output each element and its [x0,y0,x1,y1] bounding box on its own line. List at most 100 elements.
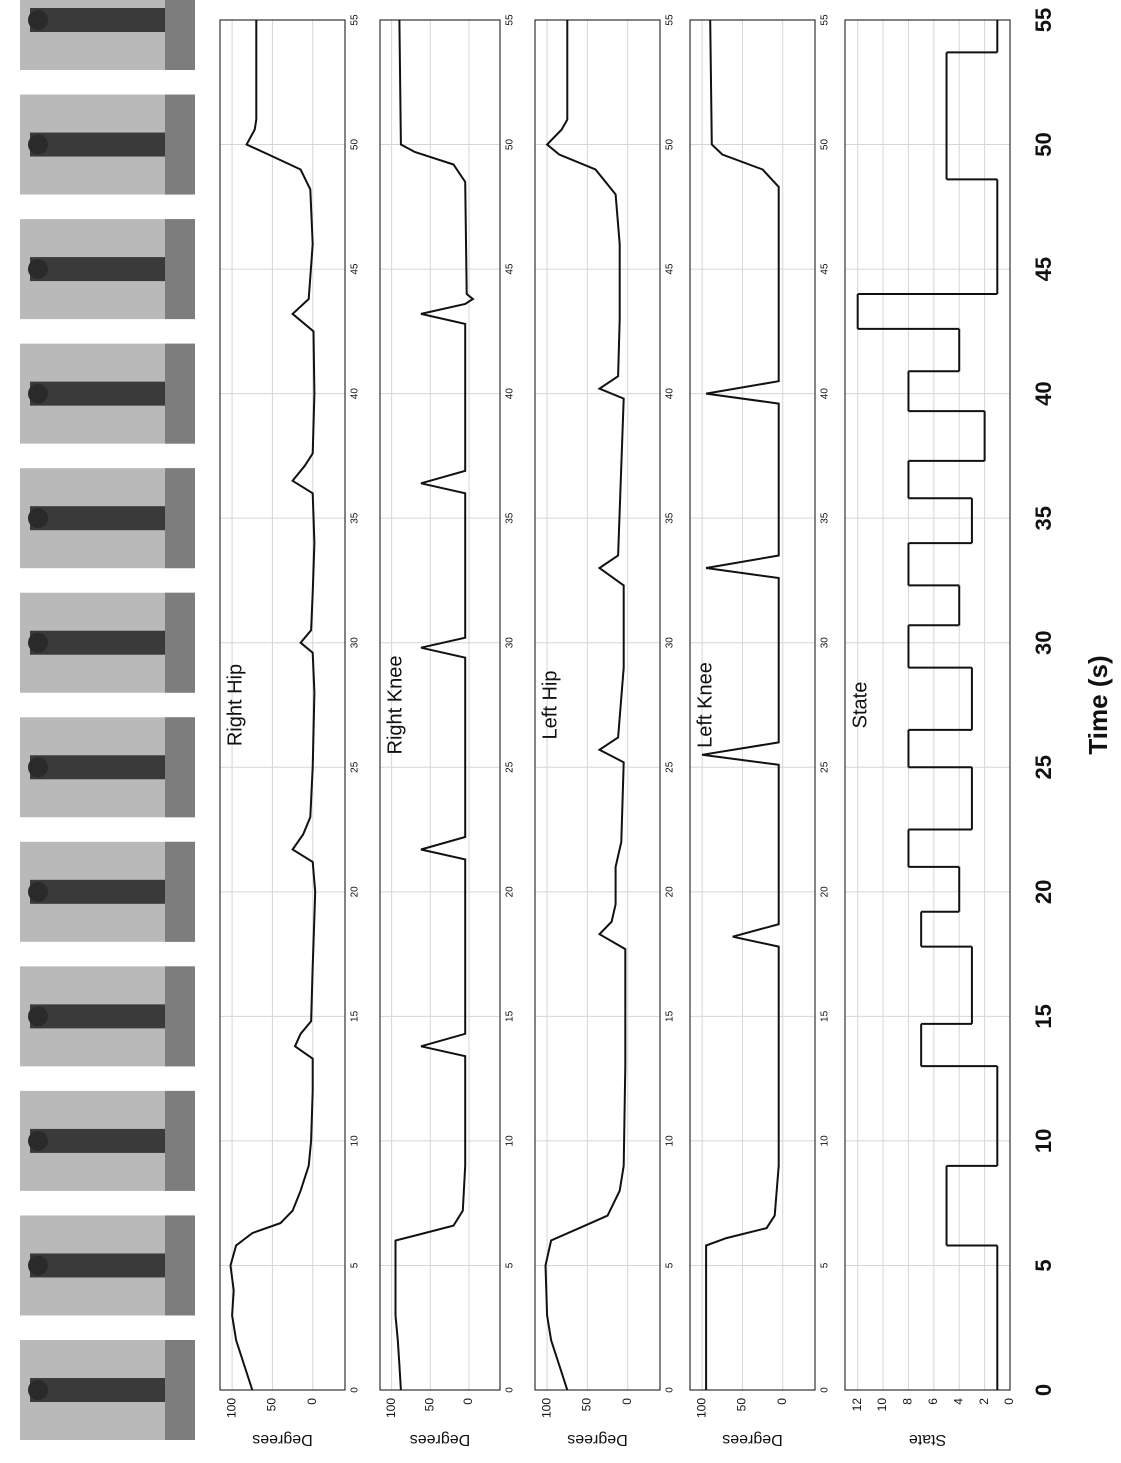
y-tick-label: 100 [539,1398,553,1418]
photo-head [28,633,48,653]
x-tick-label: 30 [665,637,676,649]
x-tick-label: 50 [505,139,516,151]
photo-figure [30,257,165,281]
x-tick-label: 40 [350,388,361,400]
photo-figure [30,880,165,904]
panel-title: Right Hip [224,664,246,746]
x-tick-label: 20 [665,886,676,898]
x-tick-label: 40 [665,388,676,400]
x-tick-label: 50 [350,139,361,151]
x-tick-label: 0 [505,1387,516,1393]
x-tick-label: 55 [1031,8,1056,32]
y-tick-label: 100 [384,1398,398,1418]
photo-head [28,1255,48,1275]
x-tick-label: 35 [665,512,676,524]
photo-head [28,757,48,777]
figure: 0510152025303540455055050100Right HipDeg… [0,0,1121,1463]
x-tick-label: 0 [820,1387,831,1393]
x-tick-label: 0 [1031,1384,1056,1396]
x-tick-label: 25 [350,761,361,773]
x-tick-label: 10 [1031,1129,1056,1153]
photo-head [28,384,48,404]
x-tick-label: 35 [1031,506,1056,530]
y-tick-label: 0 [775,1398,789,1405]
x-tick-label: 10 [820,1135,831,1147]
page: {"chart_data": [ {"type": "line", "title… [0,0,1121,1463]
photo-figure [30,755,165,779]
y-tick-label: 12 [850,1398,864,1412]
y-tick-label: 50 [735,1398,749,1412]
x-tick-label: 15 [505,1010,516,1022]
y-tick-label: 10 [875,1398,889,1412]
x-tick-label: 45 [665,263,676,275]
photo-figure [30,1253,165,1277]
photo-floor [165,966,195,1066]
photo-figure [30,1129,165,1153]
x-axis-label: Time (s) [1083,655,1113,754]
photo-figure [30,382,165,406]
photo-figure [30,133,165,157]
photo-floor [165,468,195,568]
x-tick-label: 15 [350,1010,361,1022]
y-tick-label: 50 [265,1398,279,1412]
y-axis-label: Degrees [410,1431,470,1448]
x-tick-label: 35 [350,512,361,524]
panel-title: Right Knee [384,656,406,755]
y-tick-label: 100 [224,1398,238,1418]
x-tick-label: 15 [1031,1004,1056,1028]
x-tick-label: 5 [505,1262,516,1268]
photo-head [28,1380,48,1400]
x-tick-label: 35 [505,512,516,524]
x-tick-label: 25 [505,761,516,773]
y-axis-label: Degrees [567,1431,627,1448]
x-tick-label: 30 [505,637,516,649]
x-tick-label: 20 [350,886,361,898]
photo-floor [165,1340,195,1440]
x-tick-label: 30 [350,637,361,649]
x-tick-label: 5 [820,1262,831,1268]
x-tick-label: 25 [1031,755,1056,779]
x-tick-label: 45 [1031,257,1056,281]
photo-figure [30,506,165,530]
x-tick-label: 45 [350,263,361,275]
photo-floor [165,344,195,444]
x-tick-label: 5 [665,1262,676,1268]
y-axis-label: State [909,1431,946,1448]
x-tick-label: 15 [820,1010,831,1022]
photo-floor [165,219,195,319]
y-tick-label: 50 [422,1398,436,1412]
x-tick-label: 40 [505,388,516,400]
x-tick-label: 0 [350,1387,361,1393]
x-tick-label: 40 [1031,381,1056,405]
photo-figure [30,1004,165,1028]
x-tick-label: 50 [665,139,676,151]
x-tick-label: 45 [505,263,516,275]
x-tick-label: 55 [505,14,516,26]
x-tick-label: 10 [665,1135,676,1147]
panel-title: Left Hip [539,671,561,740]
photo-figure [30,8,165,32]
y-tick-label: 6 [926,1398,940,1405]
x-tick-label: 30 [1031,630,1056,654]
x-tick-label: 45 [820,263,831,275]
x-tick-label: 10 [505,1135,516,1147]
photo-floor [165,842,195,942]
y-tick-label: 2 [977,1398,991,1405]
x-tick-label: 50 [1031,132,1056,156]
photo-head [28,135,48,155]
y-axis-label: Degrees [722,1431,782,1448]
photo-floor [165,0,195,70]
x-tick-label: 35 [820,512,831,524]
y-tick-label: 0 [461,1398,475,1405]
y-tick-label: 4 [951,1398,965,1405]
photo-floor [165,1215,195,1315]
photo-head [28,882,48,902]
y-tick-label: 0 [620,1398,634,1405]
x-tick-label: 20 [1031,880,1056,904]
y-tick-label: 100 [694,1398,708,1418]
x-tick-label: 5 [350,1262,361,1268]
x-tick-label: 5 [1031,1259,1056,1271]
y-tick-label: 50 [580,1398,594,1412]
x-tick-label: 50 [820,139,831,151]
photo-floor [165,95,195,195]
